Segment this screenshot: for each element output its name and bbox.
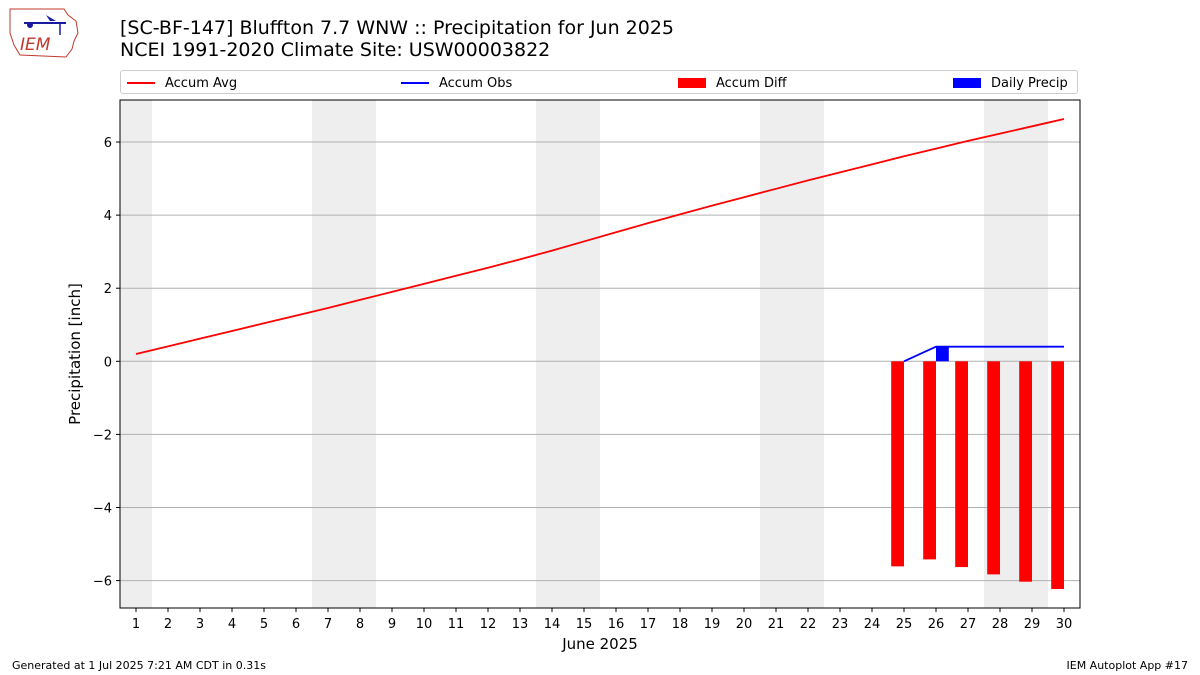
x-tick-label: 13 xyxy=(512,617,529,632)
chart-title: [SC-BF-147] Bluffton 7.7 WNW :: Precipit… xyxy=(120,17,675,39)
bar-accum-diff xyxy=(1019,361,1032,582)
x-tick-label: 3 xyxy=(196,617,204,632)
legend-item-accum-diff: Accum Diff xyxy=(678,74,787,92)
weekend-shade xyxy=(568,100,600,608)
bar-accum-diff xyxy=(891,361,904,567)
x-tick-label: 21 xyxy=(768,617,785,632)
x-tick-label: 27 xyxy=(960,617,977,632)
logo-text: IEM xyxy=(20,35,51,55)
x-tick-label: 16 xyxy=(608,617,625,632)
legend-swatch-accum-obs xyxy=(401,82,429,84)
legend-item-accum-obs: Accum Obs xyxy=(401,74,512,92)
weekend-shade xyxy=(536,100,568,608)
y-tick-label: 2 xyxy=(104,282,112,297)
weekend-shade xyxy=(792,100,824,608)
x-tick-label: 6 xyxy=(292,617,300,632)
weekend-shade xyxy=(344,100,376,608)
chart-subtitle: NCEI 1991-2020 Climate Site: USW00003822 xyxy=(120,39,551,61)
y-tick-label: 0 xyxy=(104,355,112,370)
x-tick-label: 29 xyxy=(1024,617,1041,632)
bar-accum-diff xyxy=(923,361,936,560)
weekend-shade xyxy=(1016,100,1048,608)
legend-label: Daily Precip xyxy=(991,75,1068,91)
weekend-shade xyxy=(984,100,1016,608)
x-tick-label: 26 xyxy=(928,617,945,632)
plot-frame xyxy=(119,99,1081,609)
x-tick-label: 24 xyxy=(864,617,881,632)
y-tick-label: −4 xyxy=(93,501,112,516)
x-axis-label: June 2025 xyxy=(561,635,638,653)
legend-label: Accum Diff xyxy=(716,75,787,91)
x-tick-label: 8 xyxy=(356,617,364,632)
x-tick-label: 14 xyxy=(544,617,561,632)
line-accum-avg xyxy=(135,118,1065,355)
x-tick-label: 10 xyxy=(416,617,433,632)
iem-logo-icon: IEM xyxy=(9,8,79,58)
legend-swatch-accum-diff xyxy=(678,78,706,88)
legend-label: Accum Obs xyxy=(439,75,513,91)
y-tick-label: 4 xyxy=(104,209,112,224)
x-tick-label: 12 xyxy=(480,617,497,632)
y-tick-label: 6 xyxy=(104,136,112,151)
legend-swatch-accum-avg xyxy=(127,82,155,84)
bar-accum-diff xyxy=(1051,361,1064,589)
y-axis-label: Precipitation [inch] xyxy=(66,283,84,425)
x-tick-label: 28 xyxy=(992,617,1009,632)
bar-accum-diff xyxy=(955,361,968,568)
x-tick-label: 15 xyxy=(576,617,593,632)
footer-generated: Generated at 1 Jul 2025 7:21 AM CDT in 0… xyxy=(12,659,266,672)
x-tick-label: 9 xyxy=(388,617,396,632)
bar-accum-diff xyxy=(987,361,1000,575)
weekend-shade xyxy=(312,100,344,608)
x-tick-label: 18 xyxy=(672,617,689,632)
x-tick-label: 5 xyxy=(260,617,268,632)
x-tick-label: 19 xyxy=(704,617,721,632)
legend-item-accum-avg: Accum Avg xyxy=(127,74,237,92)
weekend-shade xyxy=(120,100,152,608)
y-tick-label: −2 xyxy=(93,428,112,443)
x-tick-label: 17 xyxy=(640,617,657,632)
y-tick-label: −6 xyxy=(93,575,112,590)
x-tick-label: 4 xyxy=(228,617,236,632)
x-tick-label: 7 xyxy=(324,617,332,632)
x-tick-label: 23 xyxy=(832,617,849,632)
x-tick-label: 11 xyxy=(448,617,465,632)
x-tick-label: 2 xyxy=(164,617,172,632)
legend-swatch-daily-precip xyxy=(953,78,981,88)
footer-app: IEM Autoplot App #17 xyxy=(1066,659,1189,672)
legend: Accum Avg Accum Obs Accum Diff Daily Pre… xyxy=(120,70,1078,94)
weekend-shade xyxy=(760,100,792,608)
legend-item-daily-precip: Daily Precip xyxy=(953,74,1068,92)
x-tick-label: 20 xyxy=(736,617,753,632)
x-tick-label: 22 xyxy=(800,617,817,632)
x-tick-label: 1 xyxy=(132,617,140,632)
x-tick-label: 30 xyxy=(1056,617,1073,632)
x-tick-label: 25 xyxy=(896,617,913,632)
bar-daily-precip xyxy=(936,346,949,362)
line-accum-obs xyxy=(903,345,1064,363)
legend-label: Accum Avg xyxy=(165,75,238,91)
